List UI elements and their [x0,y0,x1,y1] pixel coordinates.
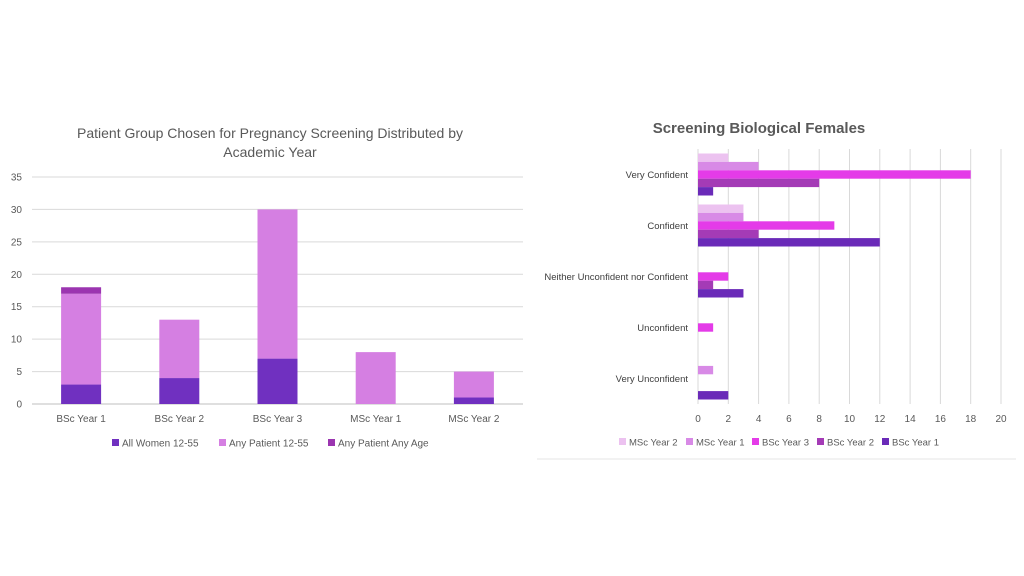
chart2-legend-label: MSc Year 2 [629,438,678,449]
chart2-legend-label: BSc Year 3 [762,438,809,449]
chart2-bar-very-confident-bsc-year-3 [698,170,971,179]
chart1-legend-label: Any Patient 12-55 [229,439,309,450]
chart1-bar-bsc-year-2-all-women-12-55 [159,378,200,404]
chart2-bar-confident-bsc-year-3 [698,221,835,230]
chart2-category-label: Confident [647,221,688,232]
chart2-x-tick-label: 2 [726,414,732,425]
chart2-x-tick-label: 4 [756,414,762,425]
chart1-y-tick-label: 15 [11,302,23,313]
chart1-x-tick-label: MSc Year 2 [448,414,500,425]
chart2-x-tick-label: 18 [965,414,977,425]
chart1-bar-bsc-year-1-any-patient-any-age [61,287,102,294]
chart2-legend-label: MSc Year 1 [696,438,745,449]
chart1-bar-bsc-year-2-any-patient-12-55 [159,319,200,379]
chart1-x-axis: BSc Year 1 BSc Year 2 BSc Year 3 MSc Year 1… [56,414,500,425]
chart1-legend-swatch [219,439,226,446]
chart1-x-tick-label: BSc Year 1 [56,414,106,425]
chart1-legend-label: All Women 12-55 [122,439,199,450]
chart1-legend-swatch [112,439,119,446]
chart1-legend-label: Any Patient Any Age [338,439,429,450]
chart1-title-line1: Patient Group Chosen for Pregnancy Scree… [77,125,463,141]
chart2-legend-label: BSc Year 2 [827,438,874,449]
chart2-bar-unconfident-bsc-year-3 [698,323,714,332]
chart1-y-tick-label: 30 [11,205,23,216]
chart2-x-tick-label: 0 [695,414,701,425]
chart2-bar-confident-bsc-year-1 [698,238,880,247]
chart2-bar-neither-unconfident-nor-confident-bsc-year-1 [698,289,744,298]
chart1-y-axis: 0 5 10 15 20 25 30 35 [11,173,23,411]
chart1-y-tick-label: 20 [11,270,23,281]
chart2-bar-neither-unconfident-nor-confident-bsc-year-2 [698,280,714,290]
chart2-bar-very-unconfident-msc-year-1 [698,365,714,375]
chart2-x-tick-label: 16 [935,414,947,425]
chart2-legend-swatch [817,438,824,445]
chart2-x-axis: 0 2 4 6 8 10 12 14 16 18 20 [695,414,1007,425]
chart1-bar-bsc-year-3-all-women-12-55 [257,358,298,404]
chart2-legend-swatch [882,438,889,445]
chart2-legend: MSc Year 2 MSc Year 1 BSc Year 3 BSc Year 2… [619,438,939,449]
chart2-legend-swatch [686,438,693,445]
chart2-bar-confident-bsc-year-2 [698,229,759,239]
chart2-bar-very-unconfident-bsc-year-1 [698,391,729,400]
chart1-legend: All Women 12-55 Any Patient 12-55 Any Pati… [112,439,429,450]
chart1-bar-msc-year-1-any-patient-12-55 [355,352,396,404]
chart-patient-group: Patient Group Chosen for Pregnancy Scree… [11,125,523,450]
chart2-legend-label: BSc Year 1 [892,438,939,449]
chart2-bar-very-confident-msc-year-2 [698,153,729,162]
chart2-y-axis: Very Confident Confident Neither Unconfide… [544,170,688,385]
chart2-gridlines [697,149,1002,404]
chart2-category-label: Neither Unconfident nor Confident [544,272,688,283]
chart2-legend-swatch [752,438,759,445]
chart2-legend-swatch [619,438,626,445]
chart1-y-tick-label: 35 [11,173,23,184]
chart2-category-label: Unconfident [637,323,688,334]
chart2-bar-very-confident-bsc-year-1 [698,187,714,196]
chart1-bar-bsc-year-1-any-patient-12-55 [61,293,102,385]
chart-screening-biological-females: Screening Biological Females Very Confid… [544,120,1007,449]
chart1-bar-msc-year-2-any-patient-12-55 [453,371,494,398]
chart2-bar-confident-msc-year-2 [698,204,744,213]
chart2-x-tick-label: 6 [786,414,792,425]
chart2-bar-very-confident-bsc-year-2 [698,178,820,188]
chart1-legend-swatch [328,439,335,446]
chart1-bar-msc-year-2-all-women-12-55 [453,397,494,404]
chart2-x-tick-label: 20 [995,414,1007,425]
chart2-bar-neither-unconfident-nor-confident-bsc-year-3 [698,272,729,281]
chart1-x-tick-label: BSc Year 2 [155,414,205,425]
chart1-bar-bsc-year-3-any-patient-12-55 [257,209,298,359]
chart1-y-tick-label: 25 [11,237,23,248]
chart2-title: Screening Biological Females [653,120,866,137]
chart1-title-line2: Academic Year [223,144,317,160]
chart1-y-tick-label: 0 [16,400,22,411]
chart2-bar-very-confident-msc-year-1 [698,161,759,171]
chart1-bar-bsc-year-1-all-women-12-55 [61,384,102,404]
chart2-category-label: Very Confident [626,170,689,181]
chart2-bars [698,153,971,400]
chart2-x-tick-label: 8 [816,414,822,425]
chart2-category-label: Very Unconfident [616,374,689,385]
chart1-bars [61,209,494,404]
chart1-x-tick-label: BSc Year 3 [253,414,303,425]
chart2-bar-confident-msc-year-1 [698,212,744,222]
chart1-y-tick-label: 10 [11,335,23,346]
chart2-x-tick-label: 10 [844,414,856,425]
chart1-x-tick-label: MSc Year 1 [350,414,402,425]
chart2-x-tick-label: 14 [905,414,917,425]
chart2-x-tick-label: 12 [874,414,886,425]
chart1-y-tick-label: 5 [16,367,22,378]
